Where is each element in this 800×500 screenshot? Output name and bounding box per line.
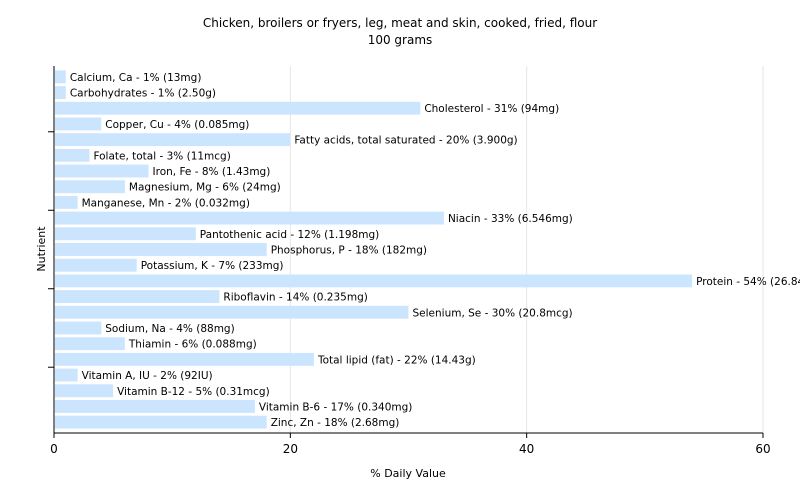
bar-label: Total lipid (fat) - 22% (14.43g) bbox=[317, 354, 476, 366]
bar bbox=[55, 195, 78, 209]
bar-label: Cholesterol - 31% (94mg) bbox=[424, 103, 559, 115]
x-tick-label: 40 bbox=[519, 442, 534, 456]
bar-label: Fatty acids, total saturated - 20% (3.90… bbox=[294, 135, 517, 147]
bar-label: Selenium, Se - 30% (20.8mcg) bbox=[413, 307, 573, 319]
bar-label: Vitamin A, IU - 2% (92IU) bbox=[82, 370, 213, 382]
bar bbox=[55, 117, 102, 131]
bar bbox=[55, 148, 90, 162]
chart-title: Chicken, broilers or fryers, leg, meat a… bbox=[203, 16, 597, 30]
bar bbox=[55, 305, 409, 319]
bar-label: Protein - 54% (26.84g) bbox=[696, 276, 800, 288]
bar bbox=[55, 133, 291, 147]
chart-subtitle: 100 grams bbox=[368, 33, 433, 47]
bar-label: Vitamin B-6 - 17% (0.340mg) bbox=[259, 401, 413, 413]
bar-label: Zinc, Zn - 18% (2.68mg) bbox=[271, 417, 400, 429]
bar bbox=[55, 70, 66, 84]
bar-labels: Calcium, Ca - 1% (13mg) Carbohydrates - 1… bbox=[70, 72, 800, 429]
bar-label: Magnesium, Mg - 6% (24mg) bbox=[129, 182, 281, 194]
bar bbox=[55, 180, 125, 194]
bar-label: Thiamin - 6% (0.088mg) bbox=[128, 339, 257, 351]
y-axis-ticks bbox=[48, 131, 54, 368]
x-tick-label: 60 bbox=[755, 442, 770, 456]
bar-label: Carbohydrates - 1% (2.50g) bbox=[70, 88, 216, 100]
bar bbox=[55, 211, 444, 225]
bar bbox=[55, 227, 196, 241]
bar-label: Riboflavin - 14% (0.235mg) bbox=[223, 292, 367, 304]
bar-label: Manganese, Mn - 2% (0.032mg) bbox=[82, 197, 250, 209]
bar bbox=[55, 368, 78, 382]
bars bbox=[55, 70, 693, 429]
bar-label: Folate, total - 3% (11mcg) bbox=[93, 150, 230, 162]
bar bbox=[55, 258, 137, 272]
bar bbox=[55, 164, 149, 178]
bar bbox=[55, 86, 66, 99]
bar bbox=[55, 384, 114, 398]
x-axis-title: % Daily Value bbox=[370, 467, 446, 480]
bar-label: Iron, Fe - 8% (1.43mg) bbox=[153, 166, 271, 178]
bar bbox=[55, 243, 267, 256]
bar bbox=[55, 321, 102, 335]
bar-label: Vitamin B-12 - 5% (0.31mcg) bbox=[117, 386, 270, 398]
bar bbox=[55, 400, 255, 413]
bar bbox=[55, 415, 267, 429]
bar-label: Niacin - 33% (6.546mg) bbox=[448, 213, 573, 225]
bar-label: Copper, Cu - 4% (0.085mg) bbox=[105, 119, 249, 131]
bar bbox=[55, 290, 220, 304]
bar-label: Calcium, Ca - 1% (13mg) bbox=[70, 72, 202, 84]
bar-label: Pantothenic acid - 12% (1.198mg) bbox=[200, 229, 379, 241]
bar bbox=[55, 337, 125, 351]
bar bbox=[55, 352, 314, 366]
x-tick-label: 0 bbox=[50, 442, 58, 456]
bar-label: Phosphorus, P - 18% (182mg) bbox=[271, 245, 427, 257]
bar-label: Potassium, K - 7% (233mg) bbox=[141, 260, 284, 272]
y-axis-title: Nutrient bbox=[35, 226, 48, 272]
x-axis-ticks: 0 20 40 60 bbox=[50, 433, 771, 456]
bar bbox=[55, 274, 693, 288]
bar-label: Sodium, Na - 4% (88mg) bbox=[105, 323, 234, 335]
gridlines bbox=[289, 66, 764, 433]
bar bbox=[55, 101, 421, 115]
x-tick-label: 20 bbox=[283, 442, 298, 456]
